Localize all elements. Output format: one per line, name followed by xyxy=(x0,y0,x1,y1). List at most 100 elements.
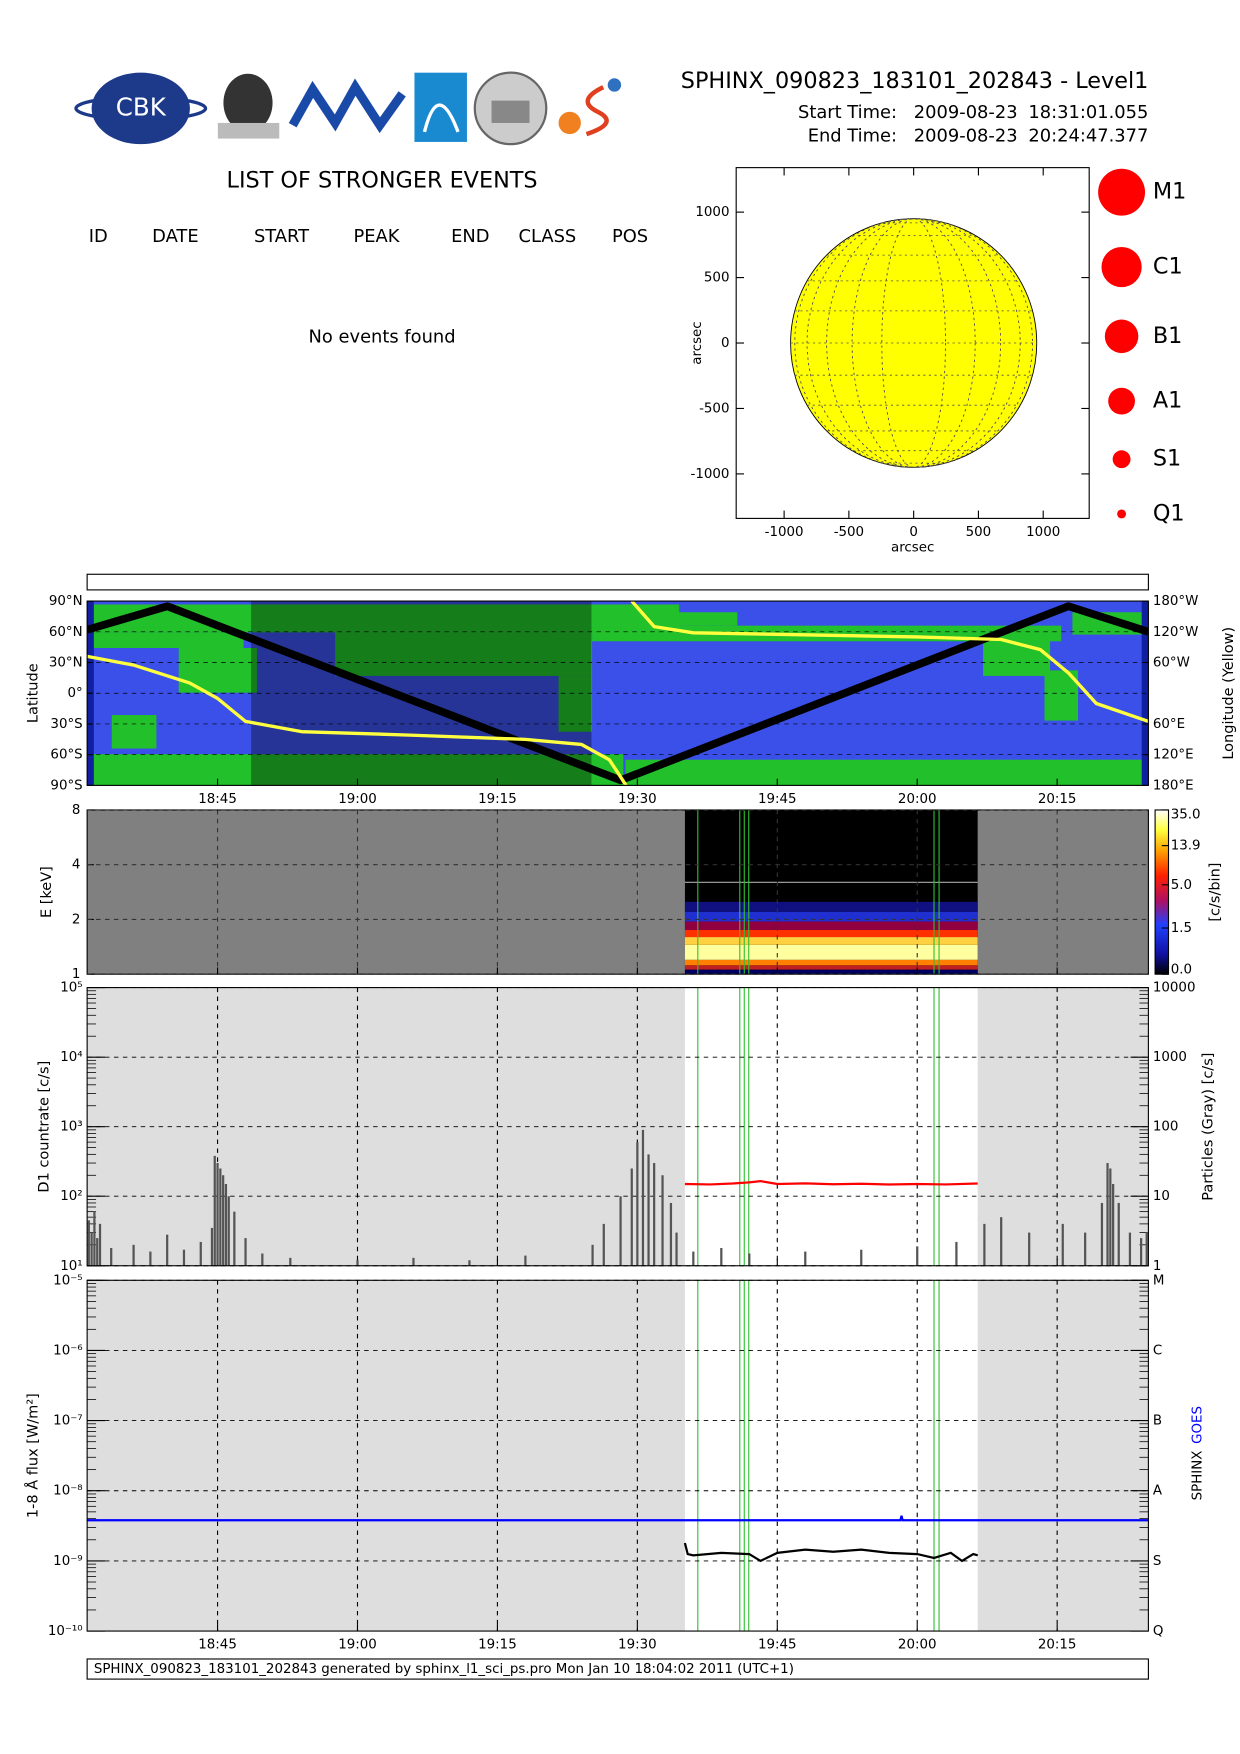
y2-tick-label: 120°W xyxy=(1153,625,1199,640)
spectrum-band xyxy=(684,901,978,912)
data-line xyxy=(87,602,1149,785)
events-title: LIST OF STRONGER EVENTS xyxy=(227,168,538,194)
disk-meridian xyxy=(826,218,1002,468)
y2-tick-label: 10000 xyxy=(1153,981,1196,996)
spectrum-band xyxy=(684,921,978,930)
column-header: ID xyxy=(89,226,108,247)
end-label: End Time: xyxy=(808,125,897,146)
legend-entry: SPHINX xyxy=(1191,1451,1206,1501)
column-header: START xyxy=(254,226,309,247)
class-symbol xyxy=(1104,319,1139,354)
y2-axis-label: Particles (Gray) [c/s] xyxy=(1201,1053,1217,1201)
colorbar-title: [c/s/bin] xyxy=(1207,863,1223,922)
start-label: Start Time: xyxy=(798,102,897,123)
colorbar xyxy=(1154,809,1170,975)
y-tick-label: 90°N xyxy=(49,594,83,609)
y-tick-label: 10¹ xyxy=(60,1259,82,1274)
plot-frame xyxy=(86,1279,1149,1632)
class-symbol xyxy=(1117,509,1127,519)
y-tick-label: -1000 xyxy=(691,467,730,482)
class-label: A1 xyxy=(1153,388,1182,414)
spectrum-band xyxy=(684,959,978,966)
class-symbol xyxy=(1108,387,1135,415)
x-tick-label: 19:00 xyxy=(338,792,377,807)
y-axis-label: D1 countrate [c/s] xyxy=(37,1061,53,1193)
y2-tick-label: M xyxy=(1153,1273,1165,1288)
x-axis-label: arcsec xyxy=(891,540,934,555)
no-data-region xyxy=(87,809,1149,975)
x-tick-label: 19:30 xyxy=(618,1637,657,1652)
y-axis-label: Latitude xyxy=(26,663,42,723)
class-symbol xyxy=(1101,246,1142,288)
end-date: 2009-08-23 xyxy=(914,125,1018,146)
y-tick-label: 0 xyxy=(721,336,730,351)
y2-tick-label: 120°E xyxy=(1153,748,1194,763)
class-label: B1 xyxy=(1153,323,1183,349)
y-tick-label: 60°N xyxy=(49,625,83,640)
logos: CBK xyxy=(74,71,622,146)
land xyxy=(625,759,1149,786)
y2-tick-label: 1 xyxy=(1153,1259,1162,1274)
no-data-region xyxy=(977,1280,1149,1632)
class-label: C1 xyxy=(1153,254,1183,280)
x-tick-label: 20:15 xyxy=(1038,792,1077,807)
y-tick-label: -500 xyxy=(699,401,729,416)
column-header: PEAK xyxy=(353,226,400,247)
y-tick-label: 2 xyxy=(72,912,81,927)
y2-tick-label: 1000 xyxy=(1153,1050,1187,1065)
y2-tick-label: 180°W xyxy=(1153,594,1199,609)
land xyxy=(87,754,624,786)
plot-frame xyxy=(86,987,1149,1267)
y2-tick-label: A xyxy=(1153,1484,1163,1499)
colorbar-label: 13.9 xyxy=(1171,839,1201,854)
y-tick-label: 10⁻¹⁰ xyxy=(48,1624,83,1639)
end-time: 20:24:47.377 xyxy=(1028,125,1148,146)
class-symbol xyxy=(1112,450,1131,469)
column-header: CLASS xyxy=(519,226,577,247)
colorbar-label: 1.5 xyxy=(1171,921,1192,936)
y-tick-label: 10⁴ xyxy=(60,1050,82,1065)
track-map xyxy=(87,601,1149,786)
x-tick-label: 19:00 xyxy=(338,1637,377,1652)
x-tick-label: 19:15 xyxy=(478,1637,517,1652)
y-tick-label: 10² xyxy=(60,1189,82,1204)
y-tick-label: 30°N xyxy=(49,656,83,671)
start-date: 2009-08-23 xyxy=(914,102,1018,123)
data-line xyxy=(683,1542,978,1563)
x-tick-label: 20:00 xyxy=(898,1637,937,1652)
x-tick-label: 20:15 xyxy=(1038,1637,1077,1652)
class-label: S1 xyxy=(1153,446,1181,472)
y-tick-label: 500 xyxy=(704,271,730,286)
spectrum-band xyxy=(684,937,978,945)
events-message: No events found xyxy=(309,326,456,347)
y-tick-label: 90°S xyxy=(50,778,82,793)
y2-tick-label: Q xyxy=(1153,1624,1164,1639)
disk-meridian xyxy=(794,218,1033,468)
x-tick-label: 19:45 xyxy=(758,792,797,807)
class-symbol xyxy=(1098,168,1146,216)
y2-tick-label: 60°E xyxy=(1153,717,1185,732)
colorbar-label: 5.0 xyxy=(1171,878,1192,893)
legend-entry: GOES xyxy=(1191,1406,1206,1444)
y2-tick-label: S xyxy=(1153,1554,1162,1569)
y-tick-label: 4 xyxy=(72,858,81,873)
x-tick-label: 1000 xyxy=(1026,525,1060,540)
y-tick-label: 0° xyxy=(67,686,82,701)
x-tick-label: 19:45 xyxy=(758,1637,797,1652)
y-tick-label: 60°S xyxy=(50,748,82,763)
report-title: SPHINX_090823_183101_202843 - Level1 xyxy=(681,68,1149,94)
status-box xyxy=(86,573,1149,591)
disk-meridian xyxy=(851,218,976,468)
y-tick-label: 10⁻⁶ xyxy=(53,1343,82,1358)
spectrum-band xyxy=(684,965,978,970)
x-tick-label: 18:45 xyxy=(198,1637,237,1652)
y-axis-label: 1-8 Å flux [W/m²] xyxy=(25,1393,42,1518)
colorbar-label: 35.0 xyxy=(1171,807,1201,822)
y-tick-label: 10⁻⁵ xyxy=(53,1273,82,1288)
data-line xyxy=(87,1515,1149,1522)
spectrum-band xyxy=(684,969,978,975)
data-line xyxy=(684,1179,978,1186)
logo-text: CBK xyxy=(116,92,167,121)
spectrum-band xyxy=(684,929,978,938)
